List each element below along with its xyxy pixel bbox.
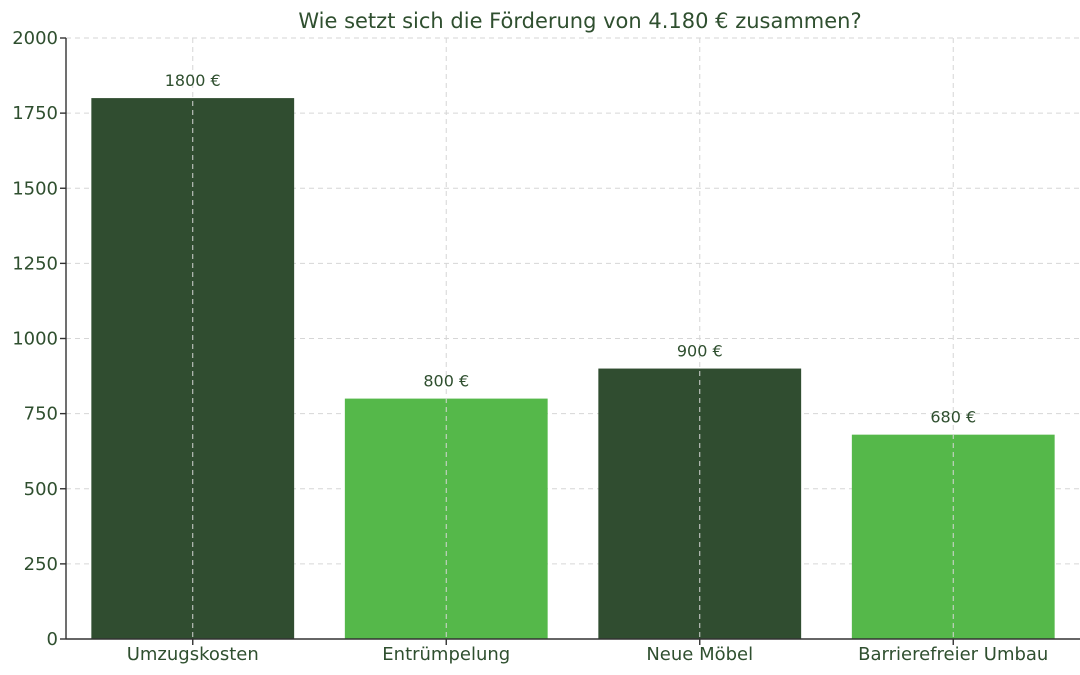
y-tick-label: 2000 (12, 28, 58, 49)
x-tick-label: Barrierefreier Umbau (858, 644, 1048, 665)
y-tick-label: 750 (24, 404, 58, 425)
data-label-2: 900 € (677, 342, 723, 361)
y-tick-label: 1500 (12, 178, 58, 199)
bars-layer (91, 98, 1055, 640)
data-label-3: 680 € (930, 408, 976, 427)
x-tick-label: Umzugskosten (127, 644, 259, 665)
y-tick-label: 250 (24, 554, 58, 575)
chart-title: Wie setzt sich die Förderung von 4.180 €… (298, 9, 861, 33)
x-tick-label: Neue Möbel (646, 644, 753, 665)
y-tick-label: 500 (24, 479, 58, 500)
data-label-0: 1800 € (165, 71, 221, 90)
y-tick-label: 1250 (12, 253, 58, 274)
y-tick-label: 1750 (12, 103, 58, 124)
y-tick-label: 0 (47, 629, 58, 650)
bar-2 (598, 368, 802, 639)
y-tick-label: 1000 (12, 329, 58, 350)
bar-0 (91, 98, 295, 640)
data-label-1: 800 € (423, 372, 469, 391)
axes-layer: 0 250 500 750 1000 1250 1500 1750 2000 Umzugskost… (12, 28, 1080, 665)
labels-layer: 1800 € 800 € 900 € 680 € (165, 38, 976, 639)
x-tick-label: Entrümpelung (382, 644, 510, 665)
